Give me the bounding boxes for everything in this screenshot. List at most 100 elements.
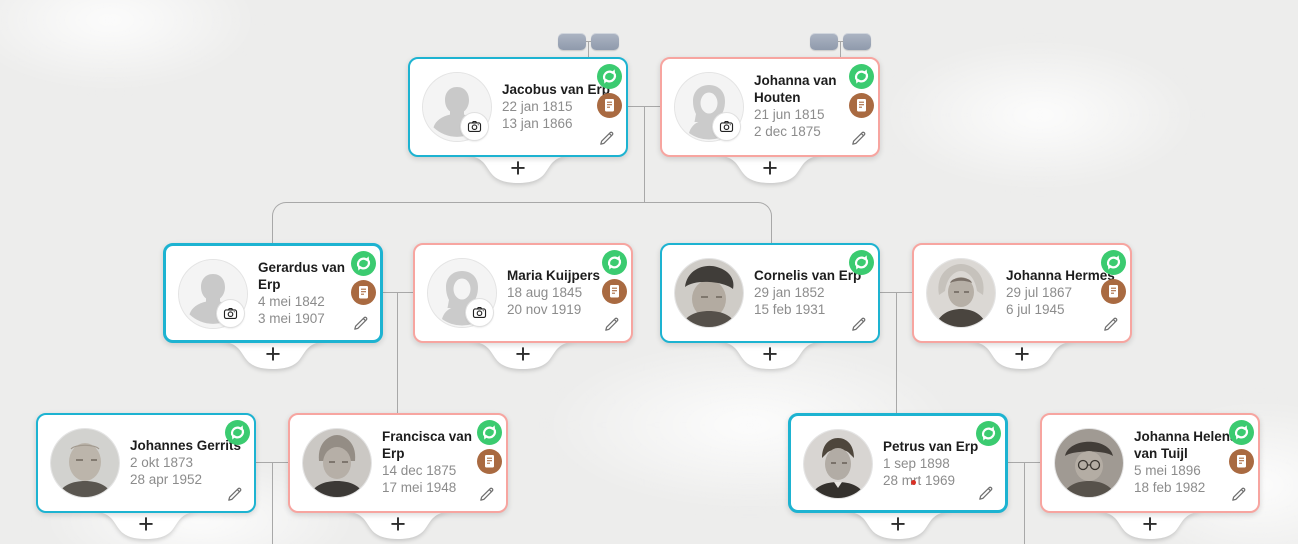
sync-icon[interactable] [1101, 250, 1126, 275]
portrait-photo[interactable] [804, 430, 872, 498]
person-name: Gerardus van Erp [258, 260, 346, 292]
death-date: 15 feb 1931 [754, 301, 826, 317]
birth-date: 29 jan 1852 [754, 284, 825, 300]
person-info: Francisca van Erp 14 dec 1875 17 mei 1948 [382, 415, 502, 509]
person-info: Maria Kuijpers 18 aug 1845 20 nov 1919 [507, 245, 627, 339]
death-date: 6 jul 1945 [1006, 301, 1065, 317]
edit-pencil-icon[interactable] [596, 128, 617, 149]
camera-icon[interactable] [461, 113, 488, 140]
edit-pencil-icon[interactable] [476, 484, 497, 505]
person-card-petrus-van-erp[interactable]: Petrus van Erp 1 sep 1898 28 mrt 1969 [788, 413, 1008, 513]
child-drop-line [397, 292, 398, 413]
edit-pencil-icon[interactable] [848, 314, 869, 335]
sync-icon[interactable] [849, 250, 874, 275]
person-card-francisca-van-erp[interactable]: Francisca van Erp 14 dec 1875 17 mei 1948 [288, 413, 508, 513]
birth-date: 2 okt 1873 [130, 454, 194, 470]
portrait-photo[interactable] [303, 429, 371, 497]
add-person-button[interactable]: + [843, 511, 953, 543]
person-card-cornelis-van-erp[interactable]: Cornelis van Erp 29 jan 1852 15 feb 1931 [660, 243, 880, 343]
person-info: Cornelis van Erp 29 jan 1852 15 feb 1931 [754, 245, 874, 339]
sources-icon[interactable] [602, 279, 627, 304]
birth-date: 22 jan 1815 [502, 98, 573, 114]
camera-icon[interactable] [217, 300, 244, 327]
add-person-button[interactable]: + [715, 155, 825, 187]
person-card-johanna-van-houten[interactable]: Johanna van Houten 21 jun 1815 2 dec 1875 [660, 57, 880, 157]
person-name: Francisca van Erp [382, 429, 473, 461]
sources-icon[interactable] [849, 93, 874, 118]
edit-pencil-icon[interactable] [1100, 314, 1121, 335]
person-card-johannes-gerrits[interactable]: Johannes Gerrits 2 okt 1873 28 apr 1952 [36, 413, 256, 513]
person-name: Jacobus van Erp [502, 81, 611, 97]
collapsed-ancestors-chip[interactable] [591, 33, 619, 50]
person-name: Cornelis van Erp [754, 267, 862, 283]
plus-icon: + [1142, 509, 1158, 539]
sync-icon[interactable] [1229, 420, 1254, 445]
avatar[interactable] [179, 260, 247, 328]
sources-icon[interactable] [1229, 449, 1254, 474]
add-person-button[interactable]: + [91, 511, 201, 543]
add-person-button[interactable]: + [715, 341, 825, 373]
background-watermark [0, 0, 260, 90]
collapsed-ancestors-chip[interactable] [843, 33, 871, 50]
sources-icon[interactable] [351, 280, 376, 305]
person-card-gerardus-van-erp[interactable]: Gerardus van Erp 4 mei 1842 3 mei 1907 [163, 243, 383, 343]
background-watermark [880, 40, 1200, 190]
person-info: Jacobus van Erp 22 jan 1815 13 jan 1866 [502, 59, 622, 153]
portrait-photo[interactable] [927, 259, 995, 327]
edit-pencil-icon[interactable] [350, 313, 371, 334]
sync-icon[interactable] [597, 64, 622, 89]
person-card-johanna-hermes[interactable]: Johanna Hermes 29 jul 1867 6 jul 1945 [912, 243, 1132, 343]
edit-pencil-icon[interactable] [848, 128, 869, 149]
person-name: Johannes Gerrits [130, 437, 242, 453]
portrait-photo[interactable] [51, 429, 119, 497]
person-name: Maria Kuijpers [507, 267, 601, 283]
edit-pencil-icon[interactable] [975, 483, 996, 504]
camera-icon[interactable] [466, 299, 493, 326]
child-drop-line [644, 106, 645, 202]
person-card-maria-kuijpers[interactable]: Maria Kuijpers 18 aug 1845 20 nov 1919 [413, 243, 633, 343]
sync-icon[interactable] [351, 251, 376, 276]
edit-pencil-icon[interactable] [224, 484, 245, 505]
notification-dot [911, 480, 916, 485]
collapsed-ancestors-chip[interactable] [558, 33, 586, 50]
plus-icon: + [1014, 339, 1030, 369]
person-card-jacobus-van-erp[interactable]: Jacobus van Erp 22 jan 1815 13 jan 1866 [408, 57, 628, 157]
plus-icon: + [515, 339, 531, 369]
death-date: 13 jan 1866 [502, 115, 573, 131]
portrait-photo[interactable] [675, 259, 743, 327]
sync-icon[interactable] [976, 421, 1001, 446]
sources-icon[interactable] [597, 93, 622, 118]
ancestor-chip-link-line [812, 41, 867, 42]
ancestor-drop-line [840, 41, 841, 58]
plus-icon: + [265, 339, 281, 369]
ancestor-drop-line [588, 41, 589, 58]
birth-date: 1 sep 1898 [883, 455, 950, 471]
sources-icon[interactable] [1101, 279, 1126, 304]
edit-pencil-icon[interactable] [1228, 484, 1249, 505]
sync-icon[interactable] [602, 250, 627, 275]
plus-icon: + [890, 509, 906, 539]
add-person-button[interactable]: + [468, 341, 578, 373]
camera-icon[interactable] [713, 113, 740, 140]
add-person-button[interactable]: + [218, 341, 328, 373]
plus-icon: + [390, 509, 406, 539]
collapsed-ancestors-chip[interactable] [810, 33, 838, 50]
portrait-photo[interactable] [1055, 429, 1123, 497]
sync-icon[interactable] [225, 420, 250, 445]
child-drop-line [1024, 462, 1025, 544]
add-person-button[interactable]: + [967, 341, 1077, 373]
add-person-button[interactable]: + [343, 511, 453, 543]
birth-date: 4 mei 1842 [258, 294, 325, 309]
add-person-button[interactable]: + [1095, 511, 1205, 543]
sync-icon[interactable] [849, 64, 874, 89]
birth-date: 21 jun 1815 [754, 107, 825, 122]
person-name: Johanna van Houten [754, 73, 837, 105]
edit-pencil-icon[interactable] [601, 314, 622, 335]
sources-icon[interactable] [477, 449, 502, 474]
death-date: 2 dec 1875 [754, 124, 821, 139]
death-date: 17 mei 1948 [382, 480, 457, 495]
person-card-johanna-helena-van-tuijl[interactable]: Johanna Helena van Tuijl 5 mei 1896 18 feb… [1040, 413, 1260, 513]
add-person-button[interactable]: + [463, 155, 573, 187]
sync-icon[interactable] [477, 420, 502, 445]
